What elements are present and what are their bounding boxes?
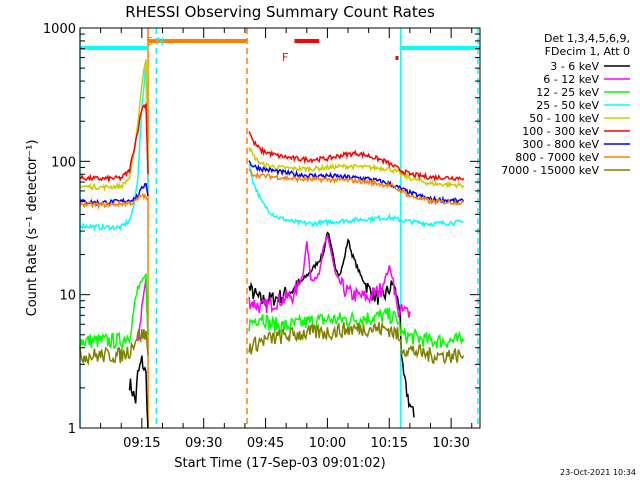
series-line-6 [79, 182, 149, 207]
series-line-0 [128, 355, 149, 429]
x-tick-label: 09:30 [185, 436, 222, 451]
x-tick-label: 10:30 [432, 436, 469, 451]
series-line-8 [248, 321, 465, 365]
y-tick-label: 100 [51, 155, 76, 170]
legend-entry-label: 50 - 100 keV [529, 112, 599, 125]
y-axis-label: Count Rate (s⁻¹ detector⁻¹) [25, 140, 40, 317]
legend-entry-label: 12 - 25 keV [536, 86, 599, 99]
x-tick-label: 10:00 [309, 436, 346, 451]
series-line-3 [248, 163, 464, 228]
series-line-4 [79, 59, 149, 193]
x-tick-label: 09:45 [247, 436, 284, 451]
series-line-2 [79, 273, 149, 351]
legend-entry-label: 100 - 300 keV [522, 125, 599, 138]
legend-header-line: FDecim 1, Att 0 [545, 45, 630, 58]
flag-label: F [282, 51, 288, 64]
series-line-4 [248, 147, 465, 190]
series-line-5 [248, 131, 465, 182]
footer-timestamp: 23-Oct-2021 10:34 [560, 468, 636, 477]
axes-frame [79, 27, 481, 429]
legend-entry-label: 25 - 50 keV [536, 99, 599, 112]
flag-label: S [146, 35, 153, 48]
series-line-8 [79, 328, 149, 366]
series-line-5 [79, 103, 149, 184]
x-tick-label: 09:15 [123, 436, 160, 451]
y-tick-label: 1000 [43, 22, 76, 37]
series-line-0 [248, 231, 415, 418]
series-line-7 [248, 168, 465, 206]
series-line-1 [248, 233, 411, 318]
legend: Det 1,3,4,5,6,9,FDecim 1, Att 0 3 - 6 keV… [501, 32, 630, 177]
plot-area: S N F 1 10 100 1000 09:15 09:30 09:45 10:00 10:15 10… [43, 22, 481, 451]
x-tick-label: 10:15 [371, 436, 408, 451]
series-line-7 [79, 192, 148, 211]
legend-entry-label: 7000 - 15000 keV [501, 164, 599, 177]
y-tick-label: 1 [68, 422, 76, 437]
series-line-2 [248, 307, 465, 349]
chart-title: RHESSI Observing Summary Count Rates [125, 3, 435, 21]
y-tick-label: 10 [59, 289, 76, 304]
legend-header-line: Det 1,3,4,5,6,9, [544, 32, 630, 45]
x-axis-label: Start Time (17-Sep-03 09:01:02) [174, 456, 385, 471]
legend-entry-label: 6 - 12 keV [543, 73, 599, 86]
legend-entry-label: 3 - 6 keV [550, 60, 599, 73]
legend-entry-label: 800 - 7000 keV [515, 151, 599, 164]
series-line-3 [79, 62, 149, 232]
flag-label: N [156, 35, 164, 48]
legend-entry-label: 300 - 800 keV [522, 138, 599, 151]
